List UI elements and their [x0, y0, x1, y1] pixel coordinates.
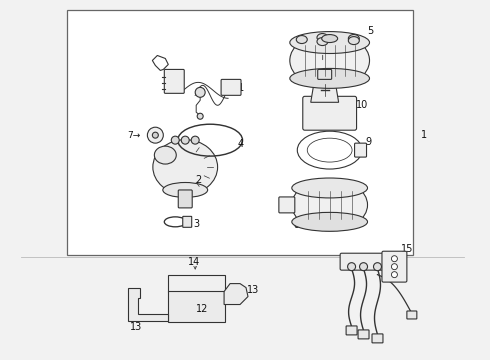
Circle shape [181, 136, 189, 144]
Ellipse shape [296, 36, 307, 44]
Circle shape [373, 263, 382, 271]
Circle shape [152, 132, 158, 138]
Ellipse shape [292, 178, 368, 198]
FancyBboxPatch shape [183, 216, 192, 227]
Ellipse shape [292, 212, 368, 231]
FancyBboxPatch shape [407, 311, 417, 319]
Circle shape [392, 272, 397, 278]
Text: 6: 6 [340, 80, 346, 90]
Ellipse shape [317, 33, 328, 41]
FancyBboxPatch shape [358, 330, 369, 339]
FancyBboxPatch shape [382, 251, 407, 282]
Circle shape [191, 136, 199, 144]
FancyBboxPatch shape [279, 197, 295, 213]
Circle shape [360, 263, 368, 271]
Text: 13: 13 [247, 284, 259, 294]
Circle shape [195, 87, 205, 97]
Ellipse shape [153, 140, 218, 194]
Text: 2: 2 [195, 175, 201, 185]
Text: 5: 5 [368, 26, 374, 36]
FancyBboxPatch shape [221, 80, 241, 95]
Circle shape [147, 127, 163, 143]
Circle shape [392, 264, 397, 270]
Ellipse shape [290, 32, 369, 54]
Text: 13: 13 [130, 323, 143, 332]
FancyBboxPatch shape [340, 253, 399, 270]
Circle shape [392, 256, 397, 262]
Circle shape [347, 263, 356, 271]
Text: 8: 8 [294, 220, 300, 230]
FancyBboxPatch shape [346, 326, 357, 335]
Polygon shape [128, 288, 168, 321]
FancyBboxPatch shape [355, 143, 367, 157]
Polygon shape [311, 78, 339, 102]
Text: 9: 9 [366, 137, 371, 147]
Text: 7→: 7→ [127, 131, 141, 140]
Ellipse shape [322, 35, 338, 42]
FancyBboxPatch shape [372, 334, 383, 343]
Circle shape [197, 113, 203, 119]
Text: 1: 1 [421, 130, 427, 140]
Text: 12: 12 [196, 305, 209, 315]
FancyBboxPatch shape [164, 69, 184, 93]
FancyBboxPatch shape [318, 69, 332, 80]
FancyBboxPatch shape [303, 96, 357, 130]
Polygon shape [224, 284, 248, 305]
Ellipse shape [348, 35, 359, 42]
FancyBboxPatch shape [178, 190, 192, 208]
Ellipse shape [154, 146, 176, 164]
Ellipse shape [348, 37, 359, 45]
Text: 4: 4 [238, 139, 244, 149]
Text: 3: 3 [193, 219, 199, 229]
Ellipse shape [290, 33, 369, 88]
Bar [67, 10, 414, 255]
Text: 14: 14 [188, 257, 200, 267]
Circle shape [172, 136, 179, 144]
Text: 10: 10 [356, 100, 368, 110]
Text: 15: 15 [401, 244, 414, 254]
FancyBboxPatch shape [168, 291, 224, 322]
Ellipse shape [290, 68, 369, 88]
Ellipse shape [317, 37, 328, 46]
Ellipse shape [292, 179, 368, 231]
Ellipse shape [163, 183, 208, 197]
Text: 11: 11 [233, 84, 245, 93]
FancyBboxPatch shape [168, 275, 224, 292]
